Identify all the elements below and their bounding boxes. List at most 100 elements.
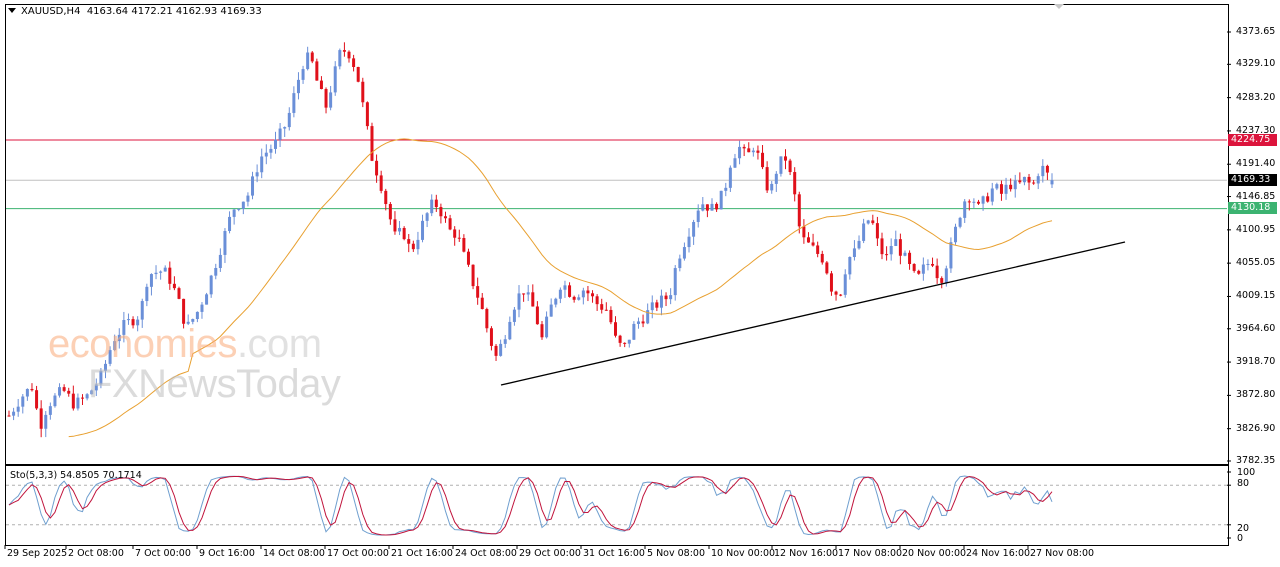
- bear-candle: [35, 390, 39, 409]
- bull-candle: [843, 274, 847, 295]
- stoch-level-20: 20: [1237, 523, 1250, 534]
- bear-candle: [829, 273, 833, 292]
- bear-candle: [875, 223, 879, 239]
- bear-candle: [756, 150, 760, 153]
- bull-candle: [145, 286, 149, 302]
- bull-candle: [283, 127, 287, 129]
- bear-candle: [806, 237, 810, 243]
- bull-candle: [195, 311, 199, 320]
- bull-candle: [687, 236, 691, 248]
- bull-candle: [416, 239, 420, 250]
- bull-candle: [223, 231, 227, 255]
- bull-candle: [186, 321, 190, 324]
- bull-candle: [154, 272, 158, 275]
- bear-candle: [655, 302, 659, 308]
- bear-candle: [825, 262, 829, 274]
- bull-candle: [16, 406, 20, 412]
- bull-candle: [117, 334, 121, 342]
- bear-candle: [448, 218, 452, 230]
- bull-candle: [889, 245, 893, 255]
- bear-candle: [568, 285, 572, 297]
- stochastic-pane[interactable]: [5, 465, 1229, 546]
- bull-candle: [94, 384, 98, 391]
- main-price-pane[interactable]: [5, 4, 1229, 465]
- bull-candle: [554, 298, 558, 305]
- price-tick-label: 4373.65: [1236, 26, 1276, 37]
- bear-candle: [986, 196, 990, 202]
- bull-candle: [214, 267, 218, 276]
- bull-candle: [954, 226, 958, 243]
- bear-candle: [453, 229, 457, 238]
- bull-candle: [563, 285, 567, 290]
- bull-candle: [260, 156, 264, 173]
- bear-candle: [67, 390, 71, 394]
- price-tick-label: 4191.40: [1236, 158, 1276, 170]
- bull-candle: [526, 292, 530, 295]
- time-tick-label: 20 Nov 00:00: [902, 548, 967, 559]
- bull-candle: [972, 201, 976, 203]
- bull-candle: [650, 302, 654, 311]
- bear-candle: [393, 219, 397, 232]
- bull-candle: [894, 239, 898, 246]
- bear-candle: [614, 322, 618, 336]
- bull-candle: [558, 289, 562, 299]
- bull-candle: [421, 220, 425, 240]
- bear-candle: [600, 304, 604, 310]
- bull-candle: [21, 396, 25, 407]
- bear-candle: [177, 288, 181, 299]
- bull-candle: [719, 190, 723, 210]
- dropdown-arrow-icon[interactable]: [8, 8, 16, 13]
- bear-candle: [7, 415, 11, 417]
- bear-candle: [641, 321, 645, 324]
- price-tick-label: 3872.80: [1236, 389, 1276, 401]
- stoch-level-100: 100: [1237, 467, 1256, 478]
- bull-candle: [301, 69, 305, 80]
- bear-candle: [407, 239, 411, 244]
- bull-candle: [296, 79, 300, 94]
- bear-candle: [315, 61, 319, 81]
- bull-candle: [921, 264, 925, 274]
- bear-candle: [39, 408, 43, 429]
- bear-candle: [172, 283, 176, 289]
- time-tick-label: 7 Oct 00:00: [135, 548, 191, 559]
- stochastic-label: Sto(5,3,3) 54.8505 70.1714: [10, 470, 142, 481]
- bull-candle: [545, 316, 549, 338]
- bull-candle: [58, 387, 62, 396]
- bear-candle: [609, 309, 613, 323]
- bull-candle: [209, 275, 213, 295]
- bear-candle: [793, 172, 797, 195]
- bull-candle: [673, 268, 677, 296]
- bear-candle: [1032, 182, 1036, 184]
- support-price-tag: 4130.18: [1228, 202, 1277, 214]
- bear-candle: [71, 393, 75, 409]
- bear-candle: [765, 167, 769, 191]
- watermark-economies: economies.com: [48, 322, 322, 366]
- price-tick-label: 4237.30: [1236, 124, 1276, 136]
- bull-candle: [163, 267, 167, 272]
- time-tick-label: 12 Nov 16:00: [774, 548, 839, 559]
- bear-candle: [747, 148, 751, 153]
- bull-candle: [958, 217, 962, 227]
- chart-shift-marker-icon[interactable]: [1054, 4, 1064, 9]
- bull-candle: [549, 304, 553, 317]
- bull-candle: [751, 150, 755, 153]
- bear-candle: [940, 278, 944, 283]
- bear-candle: [182, 298, 186, 324]
- bear-candle: [361, 81, 365, 103]
- bull-candle: [306, 52, 310, 70]
- bear-candle: [715, 203, 719, 210]
- bull-candle: [218, 254, 222, 268]
- bear-candle: [604, 309, 608, 311]
- bear-candle: [531, 292, 535, 307]
- bull-candle: [852, 248, 856, 258]
- price-tick-label: 3918.70: [1236, 356, 1276, 368]
- bear-candle: [375, 160, 379, 176]
- bull-candle: [246, 195, 250, 202]
- time-tick-label: 31 Oct 16:00: [583, 548, 645, 559]
- bull-candle: [90, 390, 94, 395]
- bull-candle: [728, 167, 732, 188]
- bear-candle: [816, 245, 820, 254]
- symbol-header[interactable]: XAUUSD,H4 4163.64 4172.21 4162.93 4169.3…: [8, 6, 262, 17]
